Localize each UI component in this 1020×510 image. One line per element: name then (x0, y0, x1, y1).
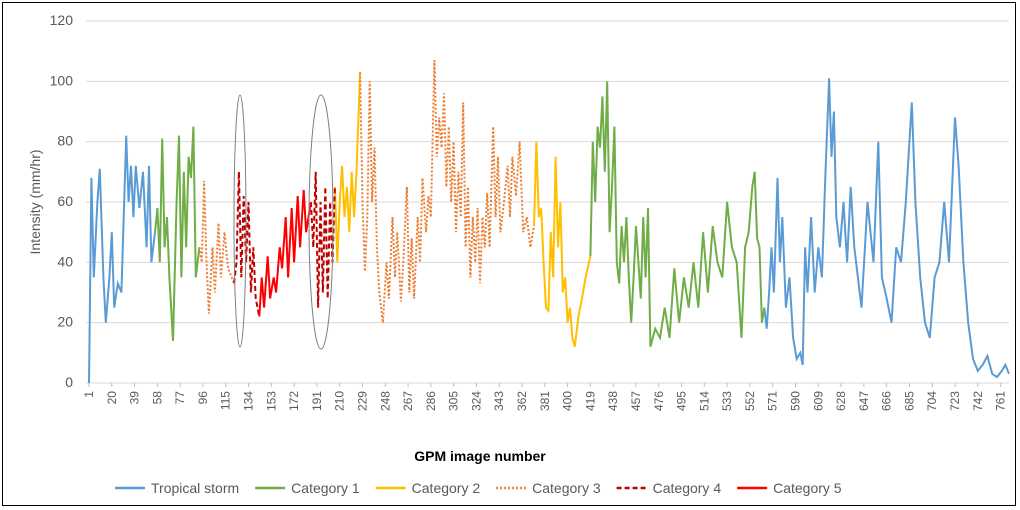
x-tick-label: 704 (925, 391, 939, 411)
x-tick-label: 324 (469, 391, 483, 411)
legend-label: Category 2 (412, 480, 481, 496)
highlight-ellipse (308, 94, 334, 350)
x-tick-label: 248 (378, 391, 392, 411)
x-tick-label: 229 (355, 391, 369, 411)
series-line (198, 60, 535, 323)
x-tick-label: 590 (788, 391, 802, 411)
y-tick-label: 80 (57, 133, 73, 149)
legend-label: Tropical storm (151, 480, 239, 496)
x-tick-label: 115 (219, 391, 233, 410)
x-tick-label: 305 (447, 391, 461, 411)
x-tick-label: 381 (538, 391, 552, 411)
x-tick-label: 723 (948, 391, 962, 411)
x-tick-label: 20 (105, 391, 119, 405)
x-tick-label: 647 (857, 391, 871, 411)
series-line (233, 171, 336, 317)
x-tick-label: 457 (629, 391, 643, 411)
y-tick-label: 60 (57, 193, 73, 209)
y-tick-label: 20 (57, 314, 73, 330)
legend: Tropical storm Category 1 Category 2 Catego… (115, 480, 842, 496)
x-tick-label: 58 (150, 391, 164, 405)
y-axis-title: Intensity (mm/hr) (27, 149, 43, 254)
x-tick-label: 362 (515, 391, 529, 411)
series-line (258, 189, 312, 317)
x-tick-label: 172 (287, 391, 301, 411)
x-tick-label: 191 (310, 391, 324, 411)
y-tick-label: 40 (57, 253, 73, 269)
x-tick-label: 628 (834, 391, 848, 411)
series-line (333, 72, 592, 348)
x-tick-label: 609 (811, 391, 825, 411)
x-tick-label: 552 (743, 391, 757, 411)
x-tick-label: 343 (492, 391, 506, 411)
x-tick-label: 286 (424, 391, 438, 411)
x-tick-label: 77 (173, 391, 187, 405)
x-tick-label: 476 (652, 391, 666, 411)
series-line (154, 81, 766, 348)
legend-label: Category 1 (291, 480, 360, 496)
x-tick-label: 761 (994, 391, 1008, 411)
x-tick-label: 438 (606, 391, 620, 411)
x-tick-label: 134 (242, 391, 256, 411)
x-tick-label: 210 (333, 391, 347, 411)
y-tick-label: 100 (50, 72, 74, 88)
x-tick-label: 742 (971, 391, 985, 411)
x-tick-label: 400 (561, 391, 575, 411)
x-tick-label: 267 (401, 391, 415, 411)
y-tick-label: 0 (65, 374, 73, 390)
x-tick-label: 1 (82, 391, 96, 398)
x-tick-label: 39 (128, 391, 142, 405)
x-tick-label: 419 (583, 391, 597, 411)
x-tick-label: 685 (902, 391, 916, 411)
legend-label: Category 4 (653, 480, 722, 496)
highlight-ellipse (233, 94, 247, 348)
series-line (88, 78, 1010, 384)
x-tick-label: 96 (196, 391, 210, 405)
x-tick-label: 571 (766, 391, 780, 411)
x-tick-label: 153 (264, 391, 278, 411)
legend-label: Category 3 (532, 480, 601, 496)
y-tick-label: 120 (50, 12, 74, 28)
x-tick-label: 514 (697, 391, 711, 411)
x-axis-title: GPM image number (414, 448, 546, 464)
x-tick-label: 533 (720, 391, 734, 411)
legend-label: Category 5 (773, 480, 842, 496)
x-tick-label: 666 (880, 391, 894, 411)
x-tick-label: 495 (675, 391, 689, 411)
